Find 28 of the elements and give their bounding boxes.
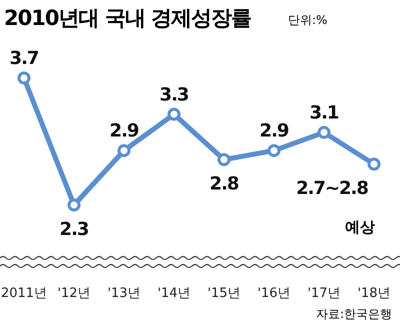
x-tick-label: '17년 — [307, 286, 341, 302]
point — [118, 144, 130, 158]
data-label: 2.9 — [110, 120, 139, 142]
point — [368, 158, 380, 171]
point — [18, 72, 30, 84]
point — [268, 144, 280, 158]
text: 자료:한국은행 — [316, 306, 392, 323]
x-tick-label: '16년 — [257, 286, 291, 302]
point — [218, 153, 230, 166]
point — [168, 108, 180, 121]
x-tick-label: '15년 — [207, 286, 241, 302]
data-label: 3.3 — [160, 84, 189, 106]
data-label: 2.8 — [210, 174, 239, 195]
x-tick-label: '14년 — [157, 286, 191, 302]
data-label: 2.9 — [260, 120, 289, 142]
x-tick-label: 2011년 — [0, 286, 48, 302]
data-label: 3.1 — [310, 102, 339, 124]
x-tick-label: '18년 — [357, 286, 391, 302]
x-tick-label: '13년 — [107, 286, 141, 302]
text: 예상 — [345, 218, 375, 237]
x-tick-label: '12년 — [57, 286, 91, 302]
chart-title: 2010년대 국내 경제성장률 — [4, 5, 252, 32]
chart-subtitle: 단위:% — [288, 12, 328, 29]
data-label: 3.7 — [10, 48, 39, 69]
point — [68, 198, 80, 212]
data-label: 2.3 — [60, 219, 89, 240]
data-label: 2.7~2.8 — [296, 178, 368, 200]
point — [318, 126, 330, 139]
